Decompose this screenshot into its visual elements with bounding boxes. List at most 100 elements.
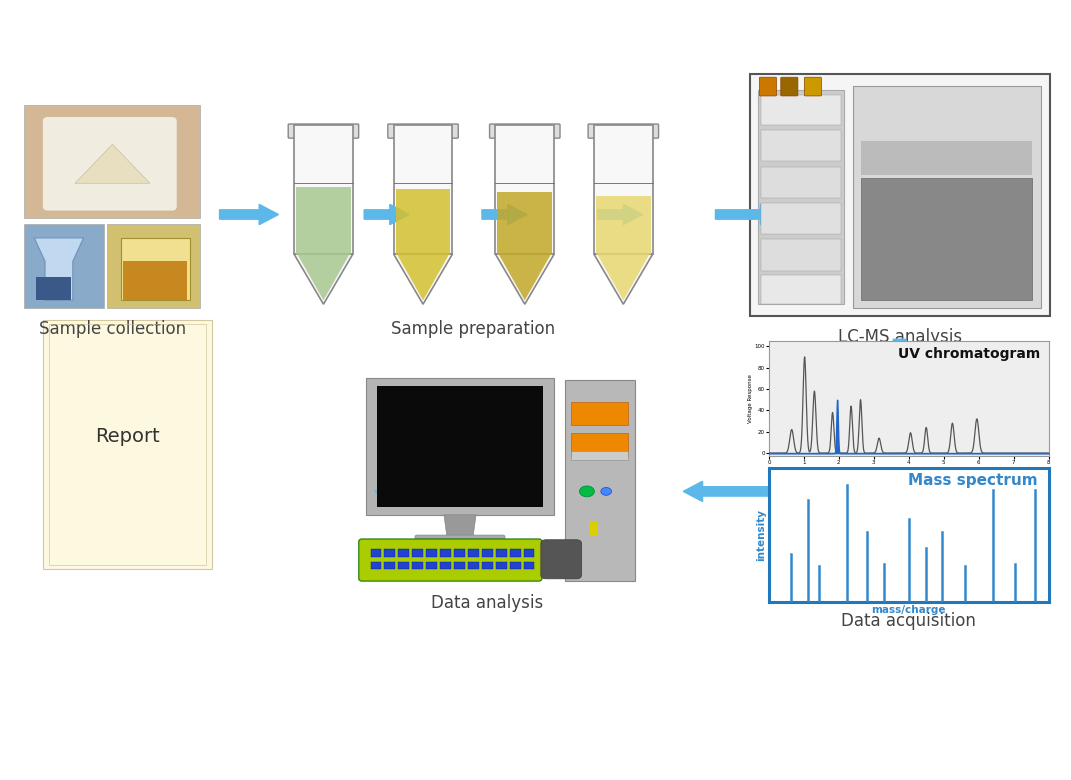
FancyBboxPatch shape (426, 562, 437, 569)
FancyArrow shape (598, 204, 643, 225)
FancyBboxPatch shape (750, 74, 1050, 316)
Text: Sample preparation: Sample preparation (391, 320, 556, 338)
Polygon shape (121, 238, 190, 300)
FancyBboxPatch shape (24, 105, 200, 218)
FancyArrow shape (683, 481, 769, 502)
FancyBboxPatch shape (510, 549, 521, 557)
FancyArrow shape (375, 481, 444, 502)
FancyBboxPatch shape (371, 562, 381, 569)
Text: Report: Report (95, 427, 160, 446)
Polygon shape (36, 277, 71, 300)
FancyBboxPatch shape (377, 386, 543, 507)
FancyBboxPatch shape (454, 549, 465, 557)
FancyBboxPatch shape (761, 95, 841, 125)
X-axis label: mass/charge: mass/charge (872, 605, 946, 615)
FancyBboxPatch shape (359, 539, 542, 581)
FancyBboxPatch shape (412, 549, 423, 557)
FancyBboxPatch shape (495, 125, 555, 254)
FancyBboxPatch shape (541, 540, 582, 579)
FancyBboxPatch shape (394, 125, 453, 254)
FancyBboxPatch shape (804, 77, 821, 96)
Text: LC-MS analysis: LC-MS analysis (838, 328, 962, 346)
FancyBboxPatch shape (761, 275, 841, 304)
FancyBboxPatch shape (496, 562, 507, 569)
Polygon shape (298, 254, 349, 300)
FancyBboxPatch shape (398, 549, 409, 557)
FancyBboxPatch shape (853, 86, 1041, 308)
FancyArrow shape (220, 204, 278, 225)
FancyBboxPatch shape (454, 562, 465, 569)
FancyBboxPatch shape (24, 224, 104, 308)
FancyBboxPatch shape (43, 320, 212, 569)
FancyBboxPatch shape (761, 203, 841, 234)
Circle shape (579, 486, 594, 497)
FancyBboxPatch shape (496, 549, 507, 557)
FancyBboxPatch shape (440, 562, 451, 569)
FancyBboxPatch shape (861, 178, 1032, 300)
FancyBboxPatch shape (468, 549, 479, 557)
FancyBboxPatch shape (571, 433, 628, 456)
FancyArrow shape (886, 339, 914, 398)
FancyBboxPatch shape (482, 549, 493, 557)
Polygon shape (123, 261, 187, 300)
FancyBboxPatch shape (593, 125, 653, 254)
FancyBboxPatch shape (293, 125, 352, 254)
FancyBboxPatch shape (371, 549, 381, 557)
Polygon shape (394, 254, 453, 304)
Polygon shape (443, 515, 477, 538)
FancyBboxPatch shape (468, 562, 479, 569)
FancyBboxPatch shape (589, 522, 598, 536)
Polygon shape (598, 254, 649, 300)
Polygon shape (293, 254, 352, 304)
FancyBboxPatch shape (396, 190, 451, 254)
FancyBboxPatch shape (861, 141, 1032, 175)
FancyBboxPatch shape (565, 380, 635, 581)
FancyArrow shape (364, 204, 409, 225)
FancyBboxPatch shape (384, 562, 395, 569)
X-axis label: Time: Time (901, 467, 917, 473)
FancyBboxPatch shape (595, 196, 651, 254)
Text: Data acquisition: Data acquisition (841, 612, 976, 630)
FancyBboxPatch shape (288, 124, 359, 138)
Polygon shape (593, 254, 653, 304)
Text: Sample collection: Sample collection (39, 320, 186, 338)
FancyBboxPatch shape (426, 549, 437, 557)
FancyBboxPatch shape (524, 549, 534, 557)
FancyBboxPatch shape (43, 117, 177, 211)
FancyBboxPatch shape (366, 378, 554, 515)
FancyArrow shape (482, 204, 527, 225)
FancyBboxPatch shape (758, 90, 844, 304)
Text: Data analysis: Data analysis (432, 594, 543, 612)
FancyBboxPatch shape (398, 562, 409, 569)
FancyBboxPatch shape (571, 451, 628, 460)
FancyBboxPatch shape (384, 549, 395, 557)
FancyBboxPatch shape (759, 77, 776, 96)
FancyBboxPatch shape (412, 562, 423, 569)
FancyBboxPatch shape (524, 562, 534, 569)
Polygon shape (498, 254, 550, 300)
FancyBboxPatch shape (482, 562, 493, 569)
FancyBboxPatch shape (781, 77, 798, 96)
Polygon shape (396, 254, 450, 300)
FancyBboxPatch shape (107, 224, 200, 308)
FancyBboxPatch shape (588, 124, 659, 138)
FancyBboxPatch shape (416, 535, 506, 551)
Polygon shape (75, 144, 150, 183)
Circle shape (601, 488, 612, 495)
Polygon shape (34, 238, 84, 300)
Y-axis label: Voltage Response: Voltage Response (748, 374, 753, 423)
Y-axis label: intensity: intensity (756, 509, 766, 561)
FancyBboxPatch shape (388, 124, 458, 138)
FancyArrow shape (715, 204, 780, 225)
FancyBboxPatch shape (761, 130, 841, 161)
FancyBboxPatch shape (510, 562, 521, 569)
FancyBboxPatch shape (761, 167, 841, 198)
FancyBboxPatch shape (296, 186, 350, 254)
FancyBboxPatch shape (761, 239, 841, 271)
FancyBboxPatch shape (497, 192, 553, 254)
FancyBboxPatch shape (489, 124, 560, 138)
FancyBboxPatch shape (571, 402, 628, 425)
Text: Mass spectrum: Mass spectrum (908, 473, 1038, 488)
FancyBboxPatch shape (440, 549, 451, 557)
Polygon shape (495, 254, 555, 304)
